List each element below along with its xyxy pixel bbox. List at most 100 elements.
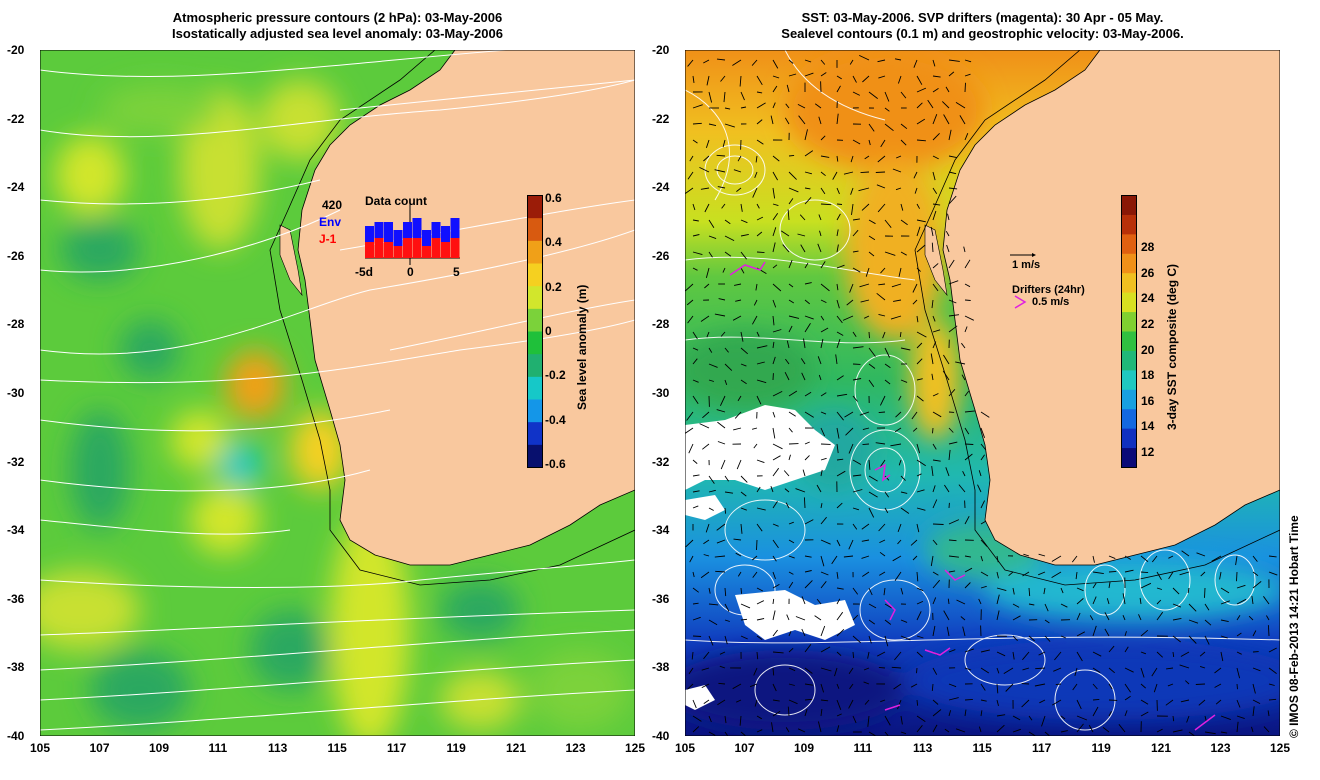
velocity-vector	[948, 427, 954, 433]
velocity-vector	[784, 371, 790, 381]
velocity-vector	[1236, 651, 1242, 655]
velocity-vector	[756, 231, 763, 237]
velocity-vector	[724, 619, 730, 622]
y-tick-label: -20	[652, 43, 670, 57]
velocity-vector	[836, 331, 844, 336]
velocity-vector	[932, 411, 942, 418]
velocity-vector	[836, 628, 845, 637]
velocity-vector	[708, 603, 719, 606]
velocity-vector	[877, 59, 886, 63]
velocity-vector	[692, 203, 696, 211]
velocity-vector	[820, 261, 826, 269]
velocity-vector	[868, 635, 872, 644]
velocity-vector	[1252, 706, 1255, 717]
velocity-vector	[1156, 611, 1164, 621]
velocity-vector	[876, 651, 886, 657]
velocity-vector	[692, 635, 702, 637]
velocity-vector	[836, 427, 840, 439]
velocity-vector	[1220, 715, 1231, 721]
velocity-vector	[799, 214, 806, 221]
velocity-vector	[1139, 597, 1142, 605]
velocity-vector	[916, 715, 926, 722]
velocity-vector	[820, 571, 829, 576]
velocity-vector	[1172, 603, 1182, 608]
velocity-vector	[756, 379, 767, 384]
velocity-vector	[916, 489, 925, 493]
velocity-vector	[898, 395, 902, 401]
velocity-vector	[708, 507, 714, 511]
velocity-vector	[1156, 651, 1164, 658]
colorbar-segment	[527, 331, 543, 355]
velocity-vector	[862, 571, 870, 577]
velocity-vector	[1092, 582, 1097, 589]
velocity-vector	[1268, 647, 1277, 653]
velocity-vector	[852, 523, 858, 530]
velocity-vector	[996, 699, 999, 707]
colorbar-segment	[1121, 428, 1137, 449]
velocity-vector	[858, 187, 870, 192]
colorbar-segment	[1121, 408, 1137, 429]
colorbar-tick-label: 20	[1141, 342, 1155, 357]
velocity-vector	[1092, 596, 1097, 605]
velocity-vector	[788, 667, 796, 672]
velocity-vector	[916, 244, 926, 253]
velocity-vector	[1140, 651, 1147, 655]
velocity-vector	[788, 631, 792, 637]
velocity-vector	[948, 539, 957, 542]
velocity-vector	[772, 315, 775, 326]
velocity-vector	[836, 502, 843, 509]
velocity-vector	[932, 203, 941, 206]
velocity-vector	[804, 315, 814, 320]
velocity-vector	[836, 299, 840, 309]
velocity-vector	[782, 244, 790, 253]
velocity-vector	[836, 203, 843, 205]
velocity-vector	[1251, 726, 1254, 733]
velocity-vector	[772, 699, 780, 702]
velocity-vector	[1124, 555, 1132, 560]
x-tick-label: 121	[506, 741, 527, 755]
velocity-vector	[945, 230, 950, 237]
velocity-vector	[703, 651, 710, 660]
velocity-vector	[861, 555, 870, 559]
velocity-vector	[1251, 595, 1254, 605]
velocity-vector	[1172, 635, 1181, 643]
velocity-vector	[916, 102, 923, 109]
velocity-vector	[1263, 596, 1270, 605]
velocity-vector	[756, 587, 764, 592]
velocity-vector	[932, 75, 941, 78]
colorbar-segment	[1121, 195, 1137, 215]
velocity-vector	[1168, 571, 1174, 580]
y-tick-label: -30	[7, 386, 25, 400]
velocity-vector	[864, 155, 870, 160]
velocity-vector	[914, 187, 918, 194]
velocity-vector	[716, 58, 726, 61]
velocity-vector	[964, 648, 974, 653]
velocity-vector	[879, 395, 886, 406]
velocity-vector	[955, 361, 966, 365]
velocity-vector	[753, 443, 758, 449]
velocity-vector	[1140, 629, 1149, 637]
velocity-vector	[701, 667, 710, 671]
velocity-vector	[862, 75, 870, 83]
colorbar-segment	[1121, 369, 1137, 390]
velocity-vector	[714, 169, 726, 173]
y-tick-label: -36	[652, 591, 670, 606]
velocity-vector	[932, 263, 939, 269]
velocity-vector	[980, 539, 988, 547]
velocity-vector	[930, 353, 934, 365]
velocity-vector	[737, 395, 742, 402]
velocity-vector	[803, 497, 806, 509]
velocity-vector	[788, 283, 794, 288]
velocity-vector	[804, 708, 808, 717]
velocity-vector	[879, 459, 886, 468]
velocity-vector	[1008, 571, 1014, 577]
velocity-vector	[804, 555, 812, 558]
velocity-vector	[932, 341, 937, 349]
velocity-vector	[692, 726, 700, 733]
velocity-vector	[1038, 553, 1046, 557]
velocity-vector	[756, 119, 763, 125]
velocity-vector	[868, 459, 871, 470]
velocity-vector	[895, 187, 902, 191]
shark-bay	[279, 224, 303, 297]
data-count-xtick-end: 5	[453, 265, 460, 279]
